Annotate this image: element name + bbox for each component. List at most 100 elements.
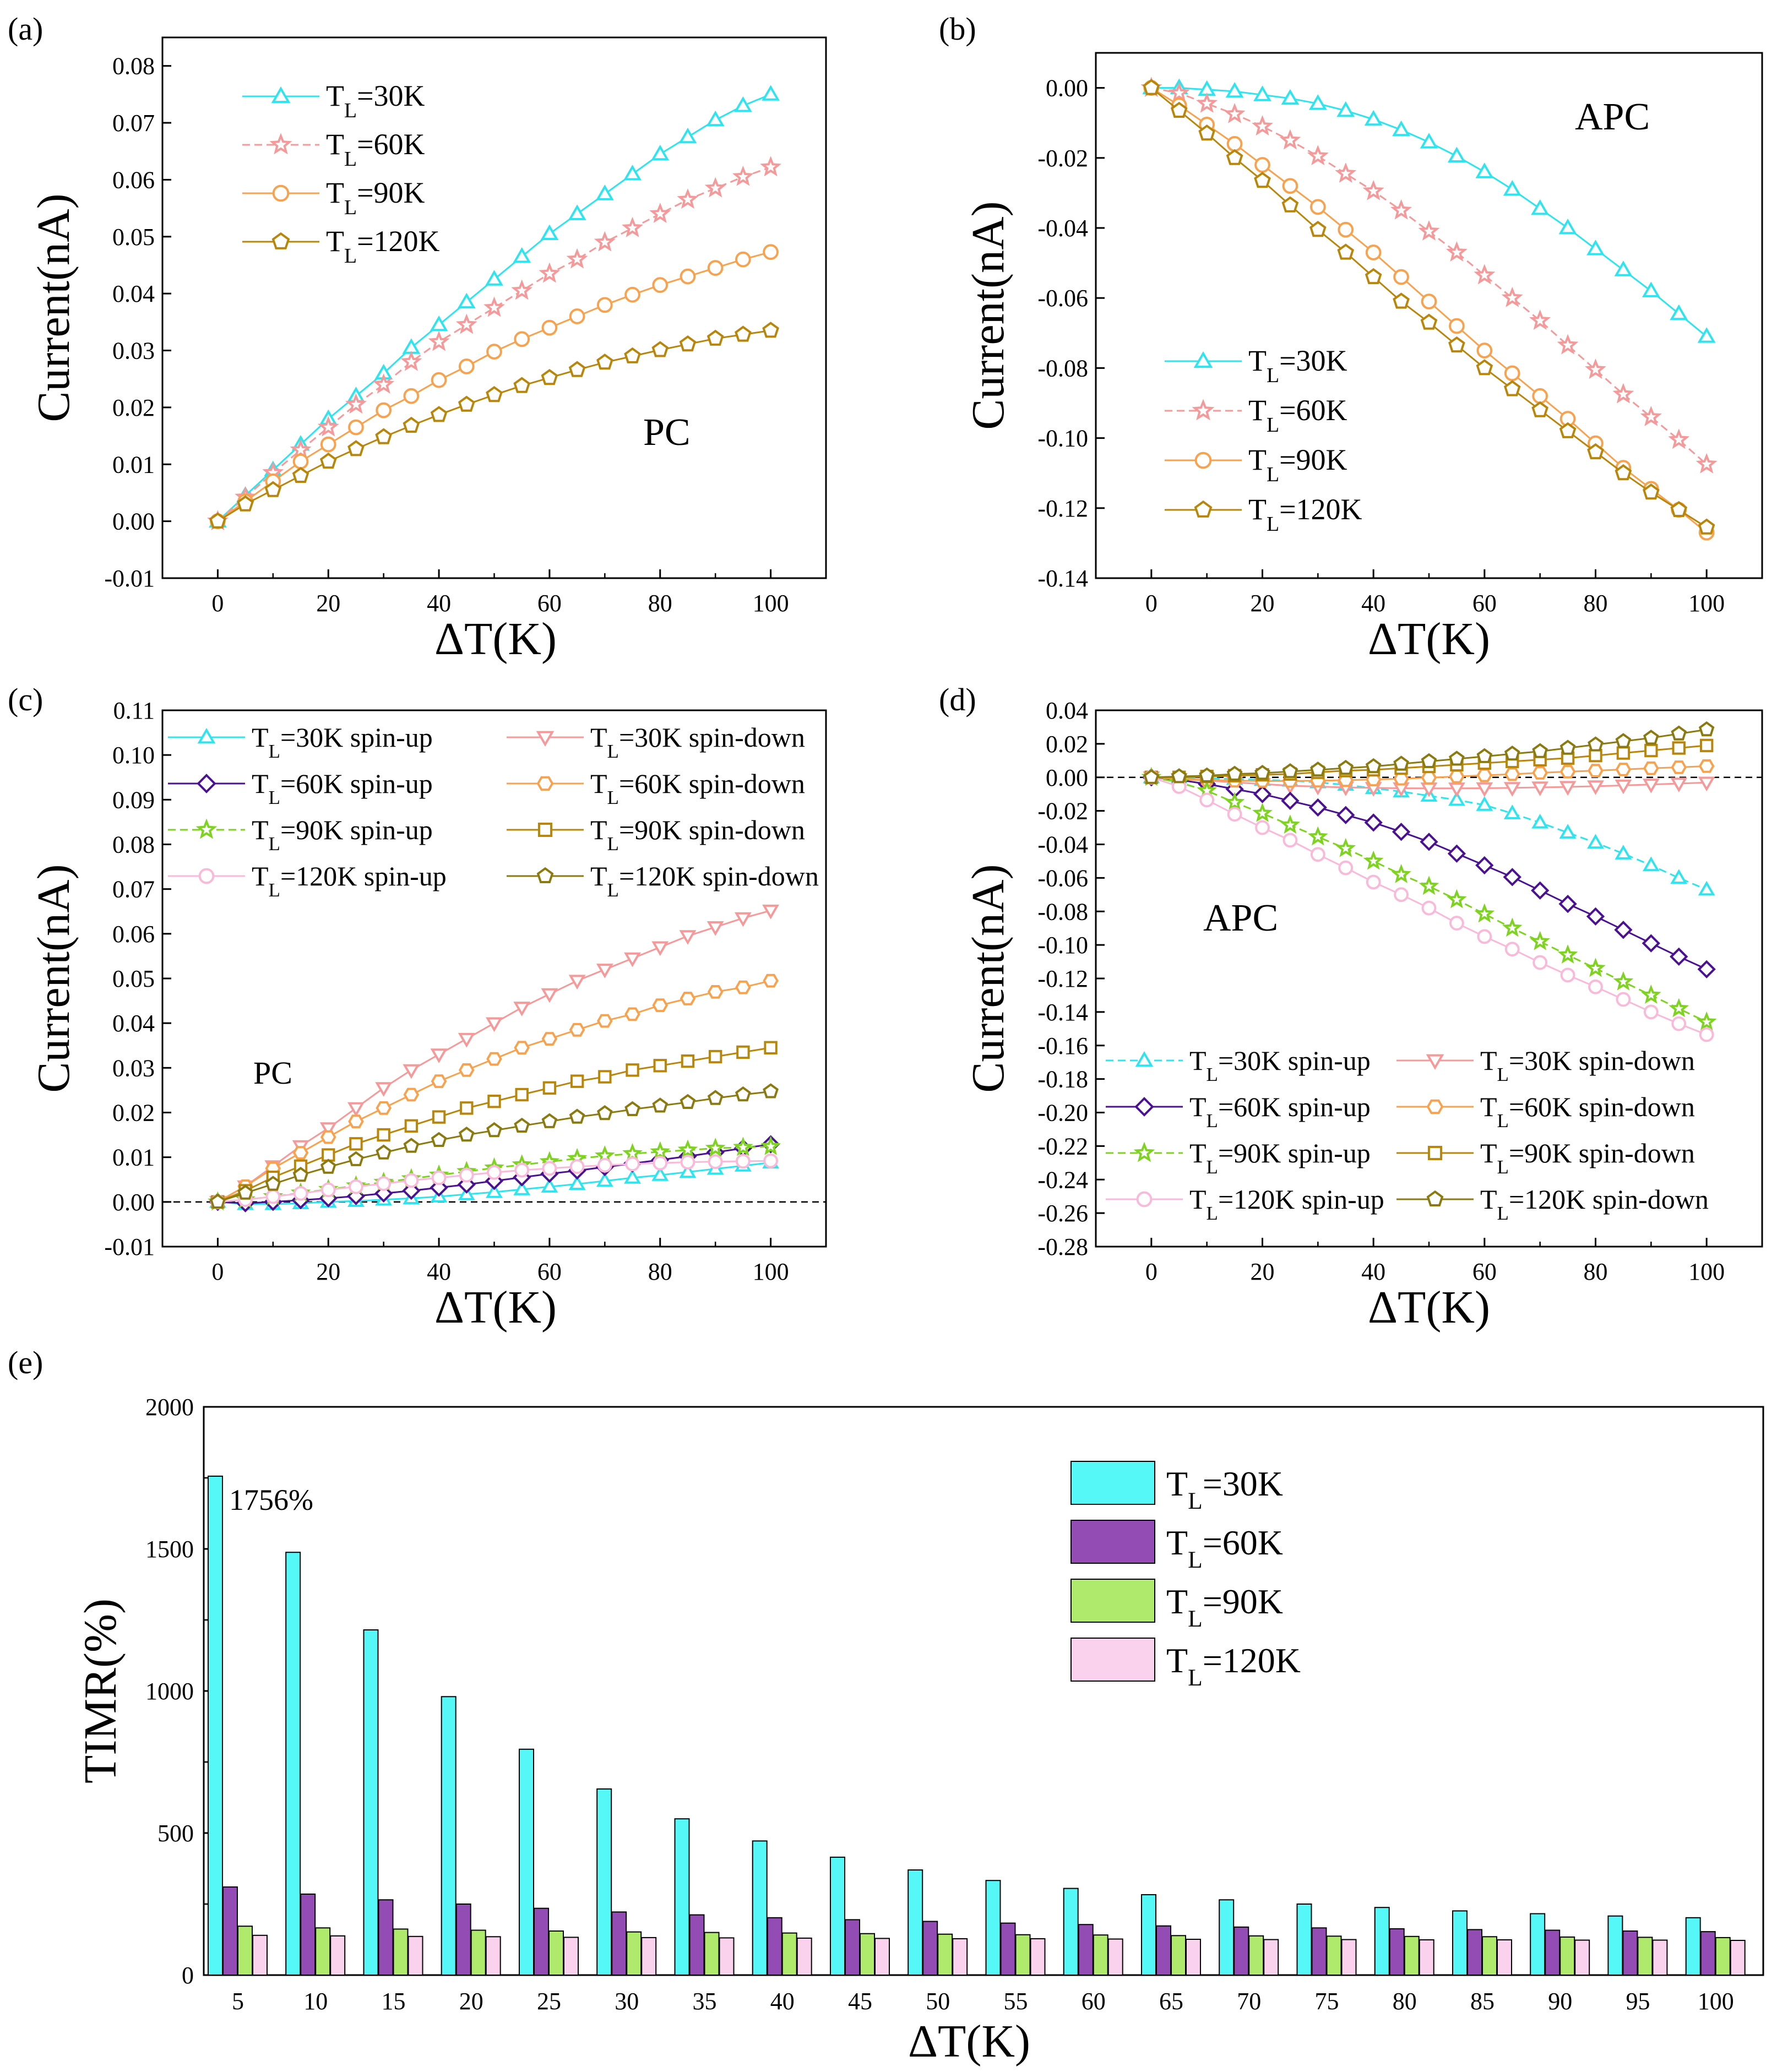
y-tick-label: 0.08 bbox=[112, 831, 155, 858]
data-point bbox=[1503, 804, 1521, 819]
panel-a-y-axis: -0.01 0.00 0.01 0.02 0.03 0.04 0.05 0.06 0.07 0.0… bbox=[104, 53, 171, 592]
panel-e-y-label: TIMR(%) bbox=[75, 1598, 126, 1783]
data-point bbox=[705, 1138, 726, 1157]
legend-item-t-l-90k-spin-up: TL=90K spin-up bbox=[1106, 1138, 1371, 1178]
data-point bbox=[458, 1032, 475, 1048]
bar-t-l-60k bbox=[767, 1917, 782, 1976]
data-point bbox=[763, 974, 779, 988]
data-point bbox=[457, 292, 476, 309]
data-point bbox=[1668, 428, 1690, 449]
data-point bbox=[681, 1054, 695, 1068]
x-tick-label: 95 bbox=[1626, 1988, 1650, 2015]
data-point bbox=[317, 416, 339, 437]
legend-swatch bbox=[1070, 1579, 1155, 1623]
data-point bbox=[1281, 196, 1299, 213]
bar-t-l-60k bbox=[1467, 1929, 1482, 1976]
bar-t-l-120k bbox=[1730, 1940, 1746, 1976]
data-point bbox=[1255, 820, 1270, 835]
x-tick-label: 10 bbox=[303, 1988, 328, 2015]
data-point bbox=[1254, 172, 1271, 188]
bar-t-l-30k bbox=[285, 1552, 301, 1976]
bar-group-60 bbox=[1063, 1888, 1123, 1976]
data-point bbox=[735, 325, 752, 342]
legend-item-t-l-90k-spin-down: TL=90K spin-down bbox=[1396, 1138, 1695, 1178]
data-point bbox=[403, 388, 420, 404]
bar-t-l-60k bbox=[222, 1886, 238, 1976]
panel-b-letter: (b) bbox=[939, 11, 976, 47]
panel-d-x-label: ΔT(K) bbox=[1368, 1282, 1490, 1333]
data-point bbox=[486, 1122, 502, 1138]
data-point bbox=[1671, 725, 1687, 741]
data-point bbox=[596, 297, 613, 313]
data-point bbox=[1392, 823, 1411, 841]
bar-group-10 bbox=[285, 1552, 346, 1976]
data-point bbox=[1448, 336, 1465, 353]
data-point bbox=[375, 1082, 393, 1097]
data-point bbox=[679, 930, 697, 945]
data-point bbox=[539, 262, 561, 283]
bar-t-l-30k bbox=[208, 1475, 223, 1976]
bar-t-l-90k bbox=[470, 1929, 486, 1976]
data-point bbox=[1393, 269, 1409, 285]
data-point bbox=[1309, 199, 1326, 215]
data-point bbox=[1698, 776, 1715, 792]
data-point bbox=[431, 1170, 447, 1185]
x-tick-label: 60 bbox=[1472, 1258, 1497, 1285]
legend-marker bbox=[271, 86, 291, 104]
data-point bbox=[1476, 748, 1493, 763]
bar-t-l-60k bbox=[1700, 1931, 1716, 1976]
data-point bbox=[1642, 281, 1660, 297]
data-point bbox=[1557, 944, 1578, 964]
data-point bbox=[679, 1163, 697, 1178]
y-tick-label: 0.00 bbox=[1046, 75, 1088, 102]
data-point bbox=[1669, 998, 1689, 1018]
legend-label: TL=90K bbox=[1166, 1582, 1283, 1632]
data-point bbox=[1227, 807, 1242, 822]
data-point bbox=[624, 1007, 640, 1021]
data-point bbox=[1449, 916, 1464, 931]
x-tick-label: 25 bbox=[537, 1988, 561, 2015]
legend-item-t-l-60k: TL=60K bbox=[242, 128, 425, 171]
bar-t-l-90k bbox=[781, 1932, 797, 1976]
panel-c-letter: (c) bbox=[8, 682, 43, 717]
data-point bbox=[486, 1017, 503, 1032]
legend-marker bbox=[1133, 1141, 1155, 1162]
data-point bbox=[487, 1095, 501, 1108]
data-point bbox=[1226, 149, 1243, 165]
legend-item-t-l-120k: TL=120K bbox=[242, 225, 440, 268]
data-point bbox=[1335, 162, 1357, 183]
bar-group-25 bbox=[519, 1748, 579, 1976]
data-point bbox=[1559, 422, 1577, 438]
bar-group-45 bbox=[830, 1856, 890, 1976]
data-point bbox=[292, 1167, 309, 1182]
legend-item-t-l-90k: TL=90K bbox=[1070, 1579, 1283, 1632]
data-point bbox=[1365, 268, 1382, 285]
panel-b-series bbox=[1140, 77, 1718, 541]
data-point bbox=[1503, 380, 1521, 396]
legend-item-t-l-60k-spin-up: TL=60K spin-up bbox=[168, 768, 433, 808]
data-point bbox=[1504, 365, 1520, 382]
data-point bbox=[320, 1182, 336, 1198]
data-point bbox=[209, 512, 226, 529]
legend-label: TL=60K spin-down bbox=[590, 768, 805, 808]
bar-group-100 bbox=[1685, 1917, 1746, 1976]
data-point bbox=[1393, 292, 1410, 309]
data-point bbox=[485, 270, 503, 286]
bar-t-l-30k bbox=[674, 1818, 690, 1976]
data-point bbox=[597, 1157, 612, 1173]
data-point bbox=[1252, 802, 1273, 822]
data-point bbox=[1529, 309, 1551, 330]
data-point bbox=[541, 1178, 558, 1193]
legend-item-t-l-120k-spin-down: TL=120K spin-down bbox=[1396, 1184, 1709, 1224]
data-point bbox=[735, 1154, 751, 1169]
data-point bbox=[1643, 483, 1660, 500]
data-point bbox=[1282, 178, 1298, 194]
data-point bbox=[487, 1165, 502, 1180]
data-point bbox=[403, 1064, 420, 1079]
data-point bbox=[428, 330, 450, 351]
data-point bbox=[679, 335, 697, 352]
bar-t-l-30k bbox=[441, 1696, 457, 1976]
legend-marker bbox=[1426, 1099, 1444, 1114]
data-point bbox=[1226, 765, 1243, 781]
data-point bbox=[733, 96, 752, 112]
